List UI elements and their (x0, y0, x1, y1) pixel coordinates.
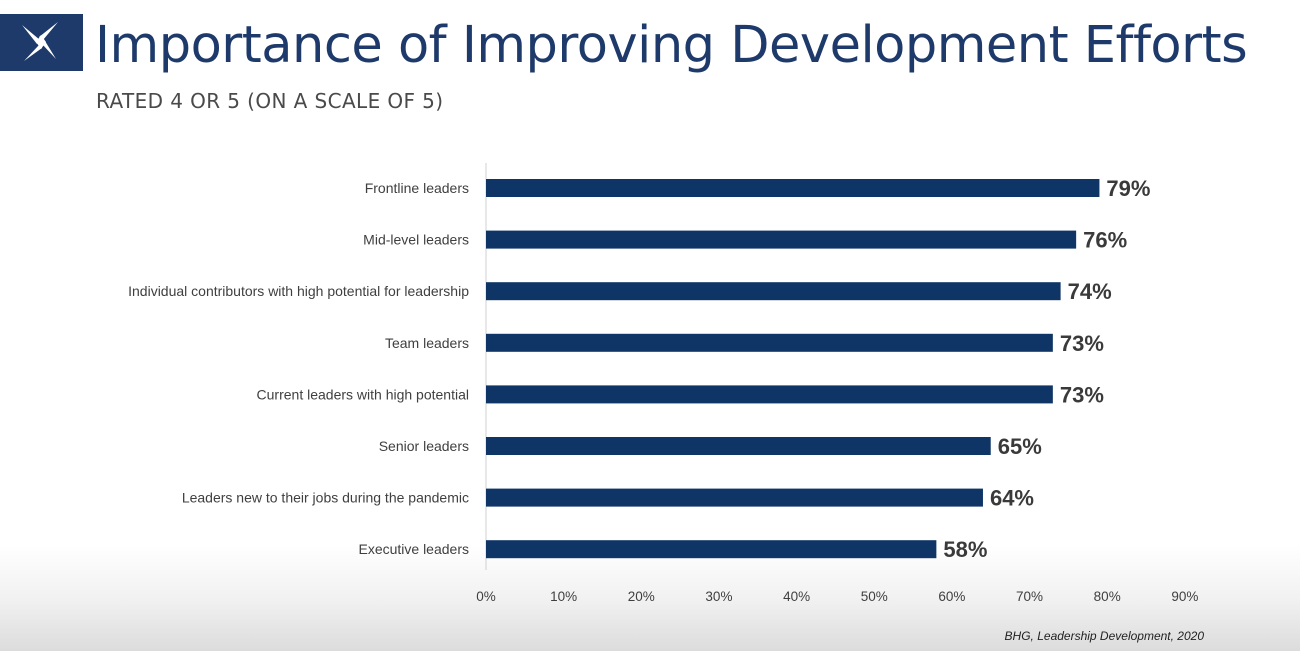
category-label: Individual contributors with high potent… (128, 283, 469, 299)
category-label: Frontline leaders (365, 180, 469, 196)
x-tick-label: 60% (938, 589, 965, 604)
category-label: Current leaders with high potential (257, 386, 469, 402)
bar-value-label: 74% (1068, 279, 1112, 304)
bar (486, 333, 1053, 352)
bar-value-label: 58% (943, 537, 987, 562)
bar-value-label: 79% (1106, 176, 1150, 201)
bar-value-label: 73% (1060, 382, 1104, 407)
x-tick-label: 90% (1171, 589, 1198, 604)
x-tick-label: 0% (476, 589, 496, 604)
bar (486, 230, 1077, 249)
logo (0, 14, 83, 71)
category-label: Executive leaders (358, 541, 469, 557)
x-tick-label: 10% (550, 589, 577, 604)
slide-title: Importance of Improving Development Effo… (95, 16, 1248, 75)
bar (486, 540, 937, 559)
x-tick-label: 40% (783, 589, 810, 604)
bar (486, 437, 991, 455)
bar-value-label: 65% (998, 434, 1042, 459)
category-label: Mid-level leaders (363, 232, 469, 248)
bar (486, 385, 1053, 404)
x-tick-label: 20% (628, 589, 655, 604)
x-tick-label: 70% (1016, 589, 1043, 604)
bar (486, 179, 1100, 197)
star-burst-logo-icon (22, 22, 58, 61)
bar-value-label: 76% (1083, 228, 1127, 253)
bar-value-label: 64% (990, 486, 1034, 511)
category-label: Team leaders (385, 335, 469, 351)
slide-subtitle: RATED 4 OR 5 (ON A SCALE OF 5) (96, 89, 444, 113)
x-tick-label: 50% (861, 589, 888, 604)
x-tick-label: 80% (1094, 589, 1121, 604)
source-note: BHG, Leadership Development, 2020 (1004, 629, 1204, 643)
bar (486, 282, 1061, 301)
bar (486, 488, 983, 507)
category-label: Senior leaders (379, 438, 469, 454)
category-label: Leaders new to their jobs during the pan… (182, 490, 469, 506)
bar-value-label: 73% (1060, 331, 1104, 356)
x-tick-label: 30% (705, 589, 732, 604)
